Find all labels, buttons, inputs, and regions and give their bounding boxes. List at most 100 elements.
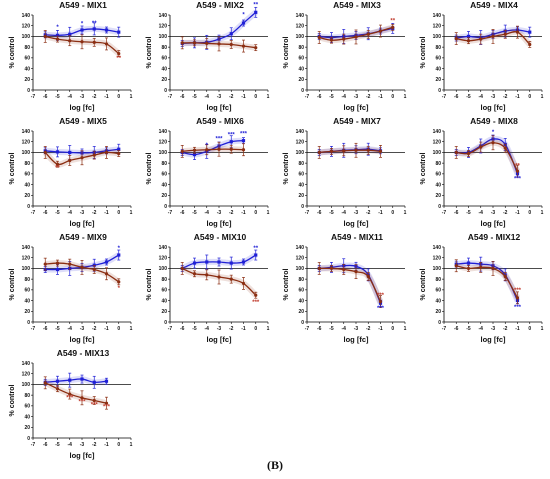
y-tick-label: 20 [24,193,30,199]
x-tick-label: -2 [229,94,234,100]
y-tick-label: 80 [161,277,167,283]
x-tick-label: -1 [241,210,246,216]
y-tick-label: 100 [159,34,168,40]
x-tick-label: -3 [491,326,496,332]
significance-label: ** [55,166,60,172]
data-point [329,38,334,42]
data-point [104,28,109,32]
y-tick-label: 60 [24,404,30,410]
data-point [378,29,383,33]
chart-panel: A549 - MIX10 0 20 40 60 80 100 120 140 -7 -6 -5 -4 -3… [140,232,275,349]
data-point [241,21,246,25]
x-tick-label: -2 [366,326,371,332]
data-point [68,39,72,43]
y-tick-label: 100 [296,34,305,40]
y-axis-label: % control [420,269,427,301]
x-tick-label: -3 [491,94,496,100]
x-tick-label: -3 [491,210,496,216]
data-point [229,42,233,47]
chart-panel: A549 - MIX7 0 20 40 60 80 100 120 140 -7 -6 -5 -4 -3 -… [277,116,412,233]
y-tick-label: 140 [433,245,442,251]
data-point [43,34,47,39]
x-tick-label: 1 [541,94,544,100]
data-point [354,148,358,152]
significance-label: ** [92,21,97,27]
x-tick-label: -3 [354,94,359,100]
x-tick-label: -6 [317,210,322,216]
y-tick-label: 60 [24,288,30,294]
x-tick-label: -3 [80,210,85,216]
x-tick-label: -1 [515,210,520,216]
y-axis-label: % control [9,153,16,185]
y-tick-label: 60 [435,172,441,178]
data-point [80,28,84,32]
y-tick-label: 60 [161,172,167,178]
data-point [366,148,370,152]
x-tick-label: -7 [305,210,310,216]
x-tick-label: -5 [192,94,197,100]
x-tick-label: -7 [31,94,36,100]
x-tick-label: 0 [117,210,120,216]
y-tick-label: 80 [298,45,304,51]
significance-label: *** [103,405,111,411]
y-tick-label: 80 [298,277,304,283]
x-tick-label: 0 [391,326,394,332]
x-tick-label: 1 [267,94,270,100]
data-point [92,380,96,384]
data-point [317,266,321,271]
data-point [92,267,96,272]
y-tick-label: 0 [164,320,167,326]
y-tick-label: 40 [161,298,167,304]
x-tick-label: 1 [404,94,407,100]
data-point [68,378,72,382]
x-tick-label: -2 [229,210,234,216]
data-point [55,150,60,154]
y-tick-label: 120 [296,256,305,262]
x-axis-label: log [fc] [207,103,232,112]
data-point [491,34,495,39]
x-tick-label: -2 [92,210,97,216]
data-point [366,32,370,36]
x-tick-label: 0 [528,94,531,100]
data-point [80,40,84,44]
y-tick-label: 20 [161,193,167,199]
y-tick-label: 60 [298,56,304,62]
data-point [503,146,507,150]
x-tick-label: -7 [442,326,447,332]
y-tick-label: 80 [161,45,167,51]
y-axis-label: % control [9,37,16,69]
y-tick-label: 60 [161,56,167,62]
y-tick-label: 100 [159,150,168,156]
y-tick-label: 120 [22,24,31,30]
y-axis-label: % control [9,385,16,417]
y-tick-label: 60 [435,56,441,62]
x-tick-label: 1 [404,210,407,216]
x-tick-label: -7 [305,326,310,332]
data-point [192,152,197,157]
x-tick-label: -3 [217,210,222,216]
x-tick-label: -5 [55,442,60,448]
x-tick-label: 1 [267,326,270,332]
data-point [104,150,109,155]
data-point [241,281,246,286]
y-axis-label: % control [146,37,153,69]
significance-label: *** [78,400,86,406]
chart-svg: 0 20 40 60 80 100 120 140 -7 -6 -5 -4 -3 -2 -1 0 1 log [f… [9,361,133,460]
x-axis-label: log [fc] [70,103,95,112]
y-tick-label: 100 [433,34,442,40]
x-tick-label: -5 [192,210,197,216]
y-tick-label: 120 [433,140,442,146]
chart-panel: A549 - MIX6 0 20 40 60 80 100 120 140 -7 -6 -5 -4 -3 -… [140,116,275,233]
y-tick-label: 100 [296,266,305,272]
x-tick-label: -3 [80,442,85,448]
data-point [342,267,346,272]
x-tick-label: -6 [454,210,459,216]
x-tick-label: 1 [130,442,133,448]
data-point [342,37,346,41]
y-tick-label: 140 [433,129,442,135]
y-tick-label: 140 [159,129,168,135]
chart-svg: 0 20 40 60 80 100 120 140 -7 -6 -5 -4 -3 -2 -1 0 1 log [f… [420,129,544,228]
x-tick-label: -6 [180,94,185,100]
data-point [254,10,258,14]
x-tick-label: -3 [354,210,359,216]
